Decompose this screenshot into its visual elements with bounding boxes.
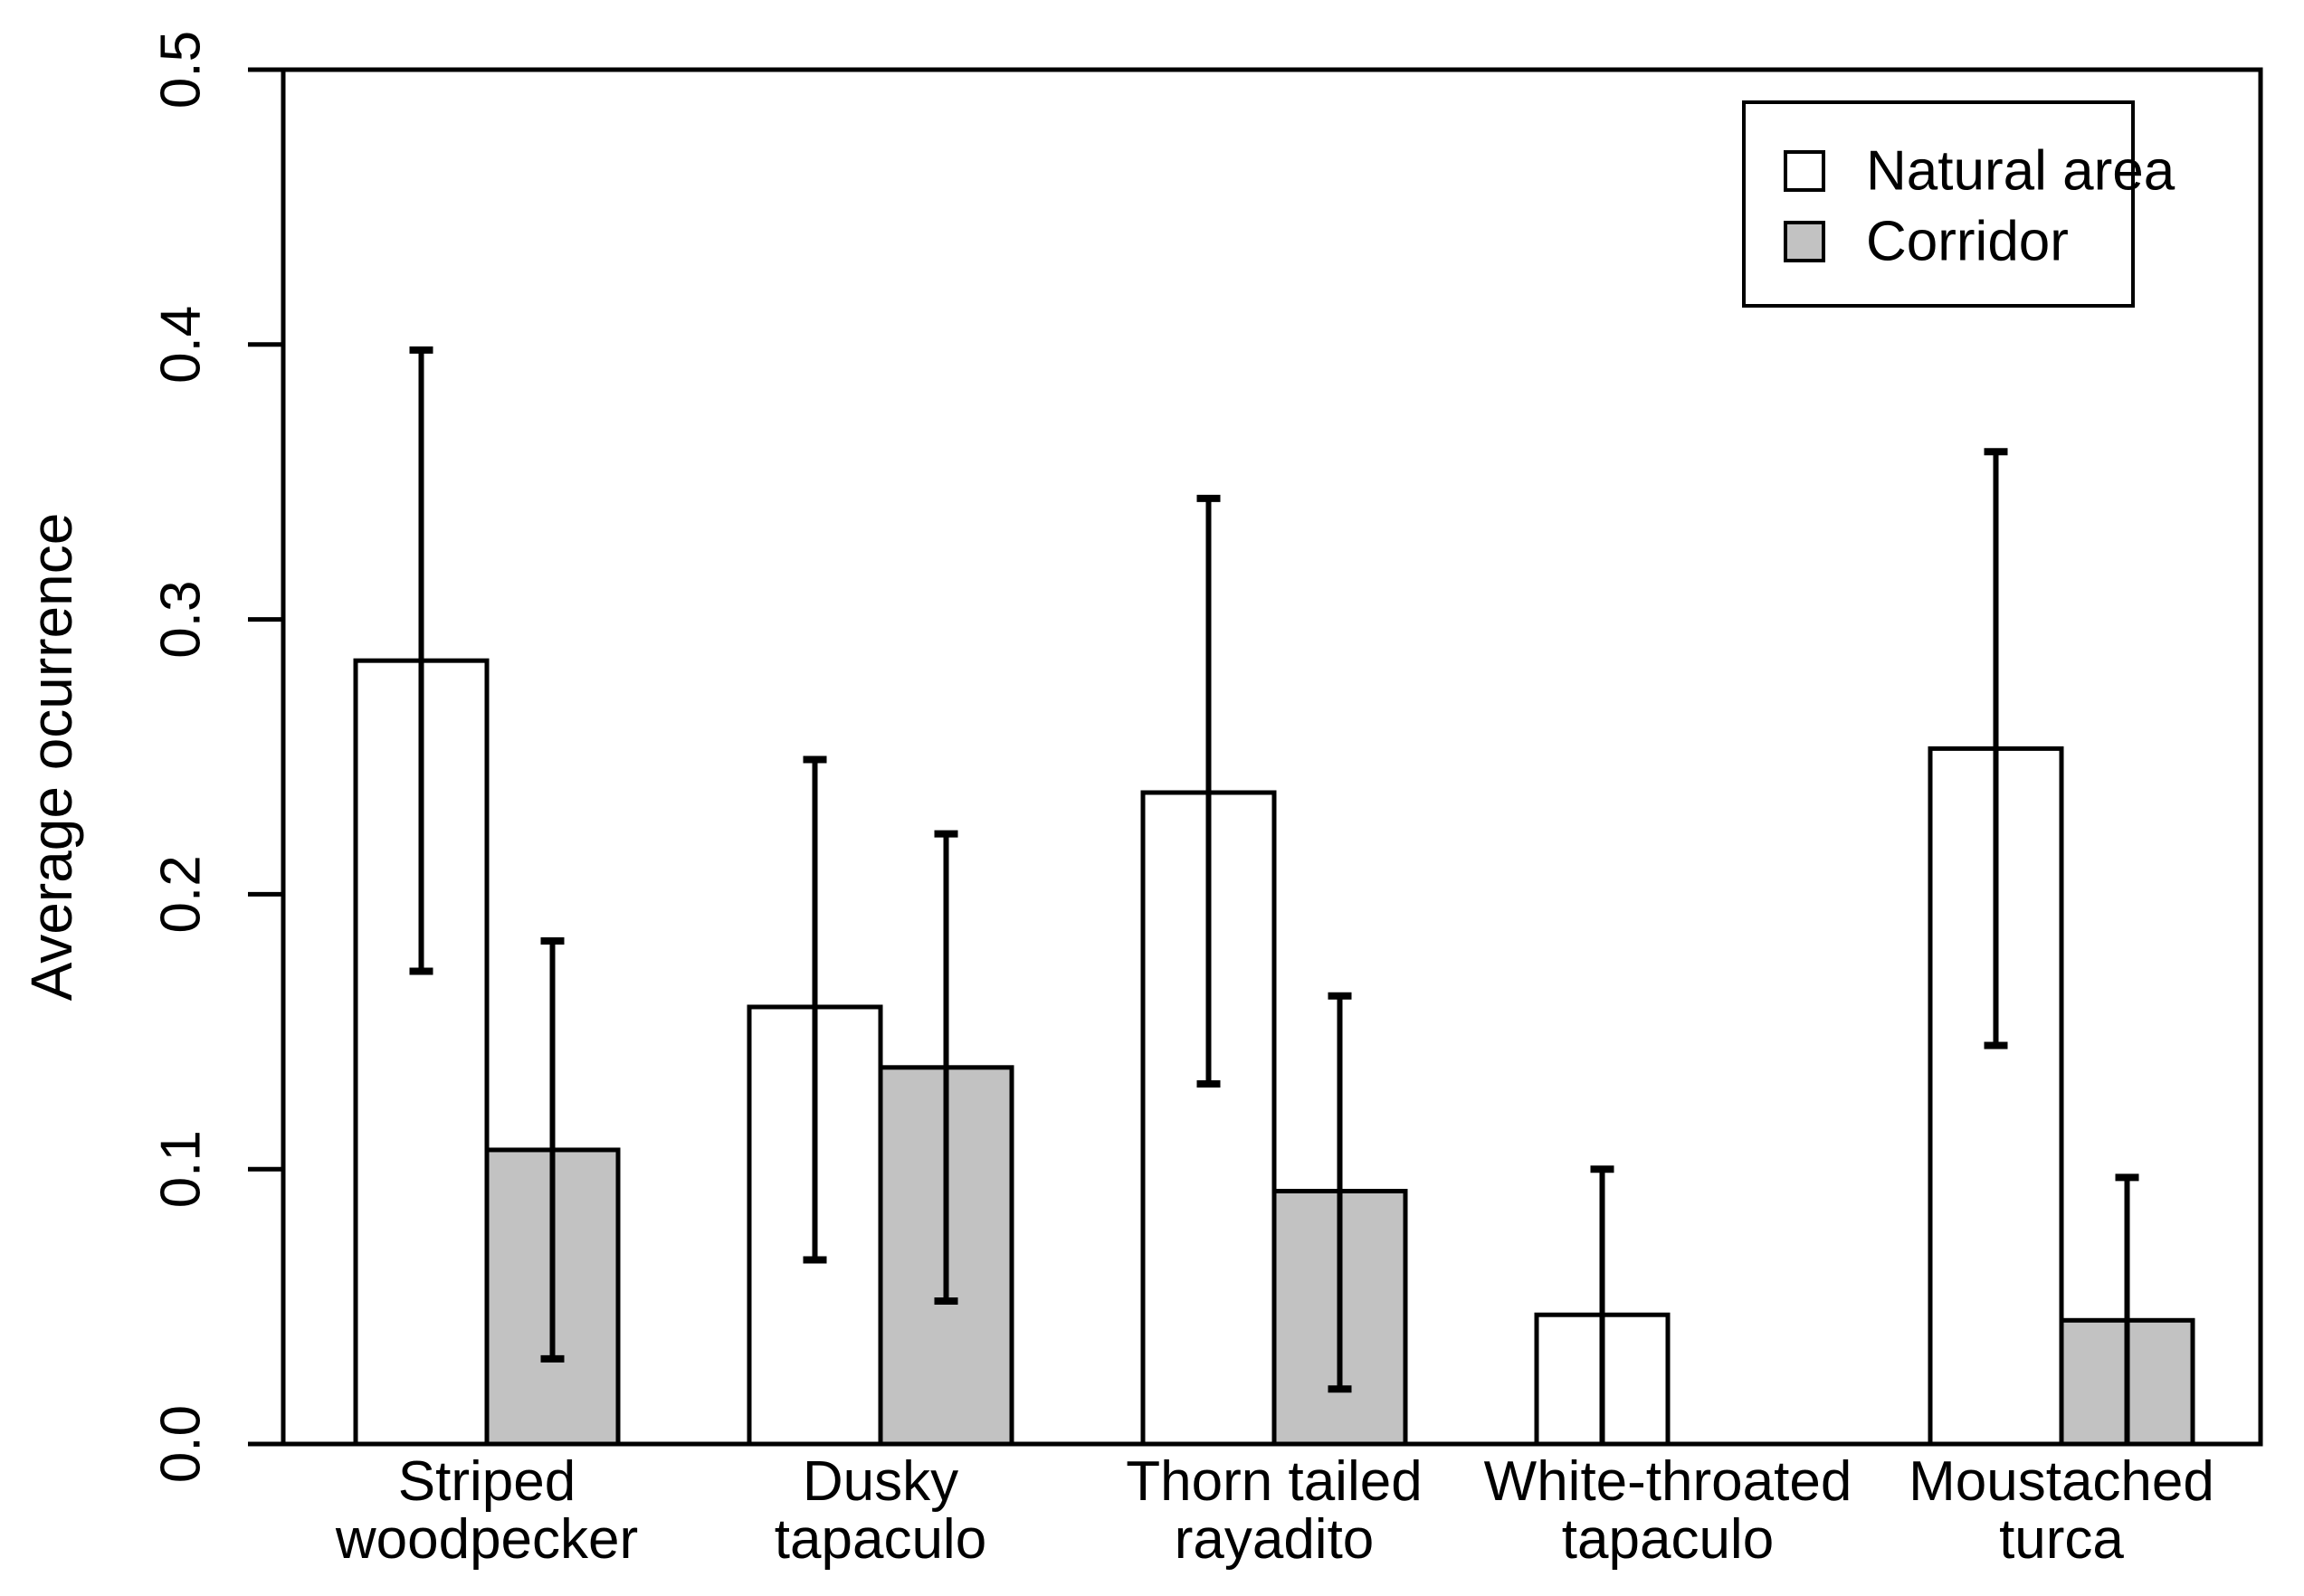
legend-label-natural-area: Natural area bbox=[1866, 140, 2175, 203]
legend-swatch-corridor bbox=[1784, 221, 1825, 262]
y-tick-label-0.2: 0.2 bbox=[150, 855, 213, 933]
category-label-dusky-tapaculo-line2: tapaculo bbox=[775, 1508, 986, 1571]
category-label-thorn-tailed-rayadito-line1: Thorn tailed bbox=[1126, 1450, 1422, 1513]
category-label-striped-woodpecker-line1: Striped bbox=[398, 1450, 576, 1513]
y-axis-title: Average ocurrence bbox=[19, 513, 84, 1002]
category-label-white-throated-tapaculo-line1: White-throated bbox=[1484, 1450, 1852, 1513]
legend-box bbox=[1742, 100, 2135, 308]
y-tick-label-0.0: 0.0 bbox=[150, 1405, 213, 1483]
category-label-dusky-tapaculo-line1: Dusky bbox=[803, 1450, 958, 1513]
plot-frame bbox=[281, 67, 2263, 1447]
legend-label-corridor: Corridor bbox=[1866, 211, 2069, 273]
category-label-thorn-tailed-rayadito-line2: rayadito bbox=[1175, 1508, 1375, 1571]
category-label-striped-woodpecker-line2: woodpecker bbox=[335, 1508, 638, 1571]
y-tick-label-0.4: 0.4 bbox=[150, 306, 213, 384]
y-tick-label-0.3: 0.3 bbox=[150, 580, 213, 658]
y-tick-label-0.1: 0.1 bbox=[150, 1130, 213, 1208]
legend-swatch-natural-area bbox=[1784, 150, 1825, 192]
category-label-moustached-turca-line1: Moustached bbox=[1909, 1450, 2214, 1513]
category-label-white-throated-tapaculo-line2: tapaculo bbox=[1562, 1508, 1774, 1571]
y-tick-label-0.5: 0.5 bbox=[150, 31, 213, 109]
category-label-moustached-turca-line2: turca bbox=[1999, 1508, 2124, 1571]
